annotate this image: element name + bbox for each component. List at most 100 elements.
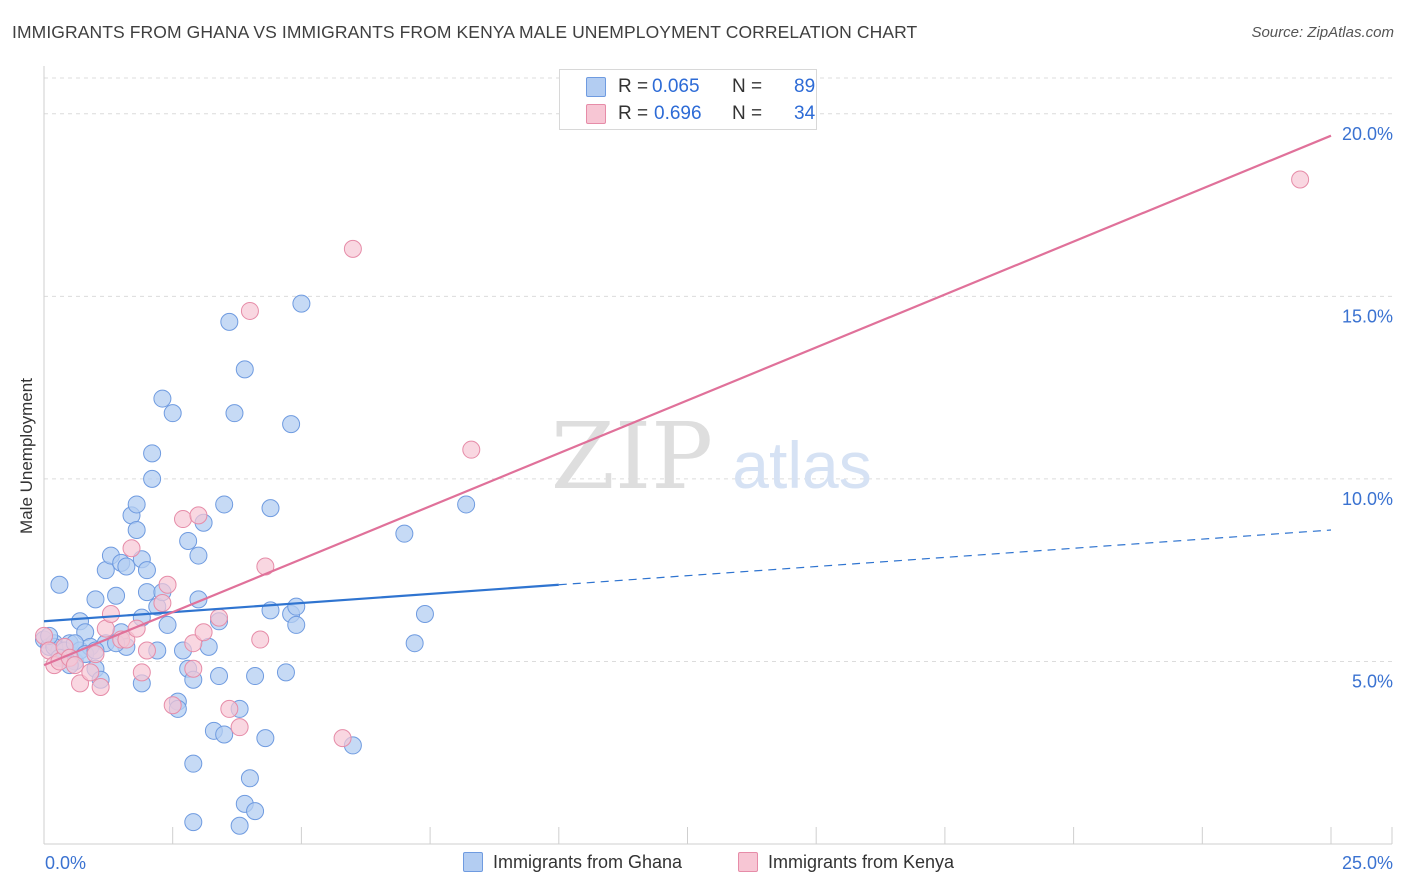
kenya-point [184, 634, 203, 653]
y-tick-label: 5.0% [1352, 671, 1393, 691]
ghana-point [137, 583, 156, 602]
kenya-point [81, 663, 100, 682]
ghana-point [189, 546, 208, 565]
ghana-point [287, 615, 306, 634]
ghana-point [86, 590, 105, 609]
ghana-n-label: N = [732, 76, 763, 97]
kenya-point [194, 623, 213, 642]
kenya-point [343, 239, 362, 258]
ghana-point [405, 634, 424, 653]
x-tick-label-min: 0.0% [45, 853, 86, 873]
ghana-point [292, 294, 311, 313]
kenya-point [122, 539, 141, 558]
kenya-point [158, 575, 177, 594]
kenya-n-value: 34 [794, 103, 816, 124]
ghana-point [220, 312, 239, 331]
kenya-point [86, 645, 105, 664]
ghana-point [179, 531, 198, 550]
kenya-swatch [586, 104, 606, 124]
ghana-point [287, 597, 306, 616]
kenya-point [230, 718, 249, 737]
ghana-point [127, 521, 146, 540]
watermark-zip: ZIP [551, 403, 713, 510]
ghana-point [210, 667, 229, 686]
ghana-swatch [586, 77, 606, 97]
kenya-r-value: 0.696 [654, 103, 702, 124]
legend-kenya-label: Immigrants from Kenya [768, 852, 955, 872]
x-tick-label-max: 25.0% [1342, 853, 1393, 873]
ghana-point [153, 389, 172, 408]
ghana-point [235, 360, 254, 379]
kenya-point [189, 506, 208, 525]
ghana-point [143, 469, 162, 488]
kenya-point [333, 729, 352, 748]
watermark-atlas: atlas [732, 428, 871, 502]
legend-item-ghana: Immigrants from Ghana [463, 852, 682, 873]
ghana-point [246, 667, 265, 686]
legend-ghana-label: Immigrants from Ghana [493, 852, 683, 872]
kenya-point [91, 678, 110, 697]
ghana-point [137, 561, 156, 580]
ghana-point [163, 404, 182, 423]
kenya-point [173, 510, 192, 529]
ghana-point [127, 495, 146, 514]
kenya-point [240, 301, 259, 320]
kenya-n-label: N = [732, 103, 763, 124]
legend-ghana-swatch [463, 852, 483, 872]
y-tick-label: 15.0% [1342, 306, 1393, 326]
ghana-point [276, 663, 295, 682]
kenya-point [71, 674, 90, 693]
legend-kenya-swatch [738, 852, 758, 872]
kenya-point [163, 696, 182, 715]
kenya-point [137, 641, 156, 660]
ghana-points [35, 294, 476, 835]
ghana-point [143, 444, 162, 463]
ghana-point [261, 499, 280, 518]
kenya-point [210, 608, 229, 627]
ghana-point [50, 575, 69, 594]
ghana-trend-line [43, 583, 559, 623]
y-tick-label: 10.0% [1342, 489, 1393, 509]
chart-title: IMMIGRANTS FROM GHANA VS IMMIGRANTS FROM… [12, 22, 918, 42]
kenya-trend-line [43, 134, 1332, 667]
kenya-point [1291, 170, 1310, 189]
ghana-point [158, 615, 177, 634]
kenya-point [101, 604, 120, 623]
ghana-point [240, 769, 259, 788]
ghana-point [256, 729, 275, 748]
ghana-r-value: 0.065 [652, 76, 700, 97]
ghana-point [107, 586, 126, 605]
kenya-points [35, 170, 1310, 748]
source-label: Source: ZipAtlas.com [1251, 24, 1394, 41]
kenya-point [462, 440, 481, 459]
ghana-r-label: R = [618, 76, 649, 97]
legend-item-kenya: Immigrants from Kenya [738, 852, 954, 873]
kenya-point [220, 699, 239, 718]
ghana-point [225, 404, 244, 423]
ghana-point [215, 495, 234, 514]
ghana-point [457, 495, 476, 514]
kenya-point [153, 594, 172, 613]
kenya-point [184, 659, 203, 678]
kenya-point [65, 656, 84, 675]
trend-lines [43, 134, 1332, 667]
watermark: ZIP atlas [551, 403, 872, 510]
ghana-point [246, 802, 265, 821]
axes [43, 66, 1393, 845]
ghana-point [230, 816, 249, 835]
ghana-point [184, 813, 203, 832]
correlation-legend: R = 0.065 N = 89 R = 0.696 N = 34 [559, 69, 817, 130]
ghana-point [282, 415, 301, 434]
ghana-trend-extension [558, 529, 1332, 586]
ghana-point [117, 557, 136, 576]
kenya-r-label: R = [618, 103, 649, 124]
tick-labels: 5.0% 10.0% 15.0% 20.0% 0.0% 25.0% [45, 124, 1393, 873]
ghana-point [184, 754, 203, 773]
kenya-point [132, 663, 151, 682]
y-tick-label: 20.0% [1342, 124, 1393, 144]
kenya-point [251, 630, 270, 649]
ghana-n-value: 89 [794, 76, 816, 97]
ghana-point [415, 604, 434, 623]
ghana-point [395, 524, 414, 543]
